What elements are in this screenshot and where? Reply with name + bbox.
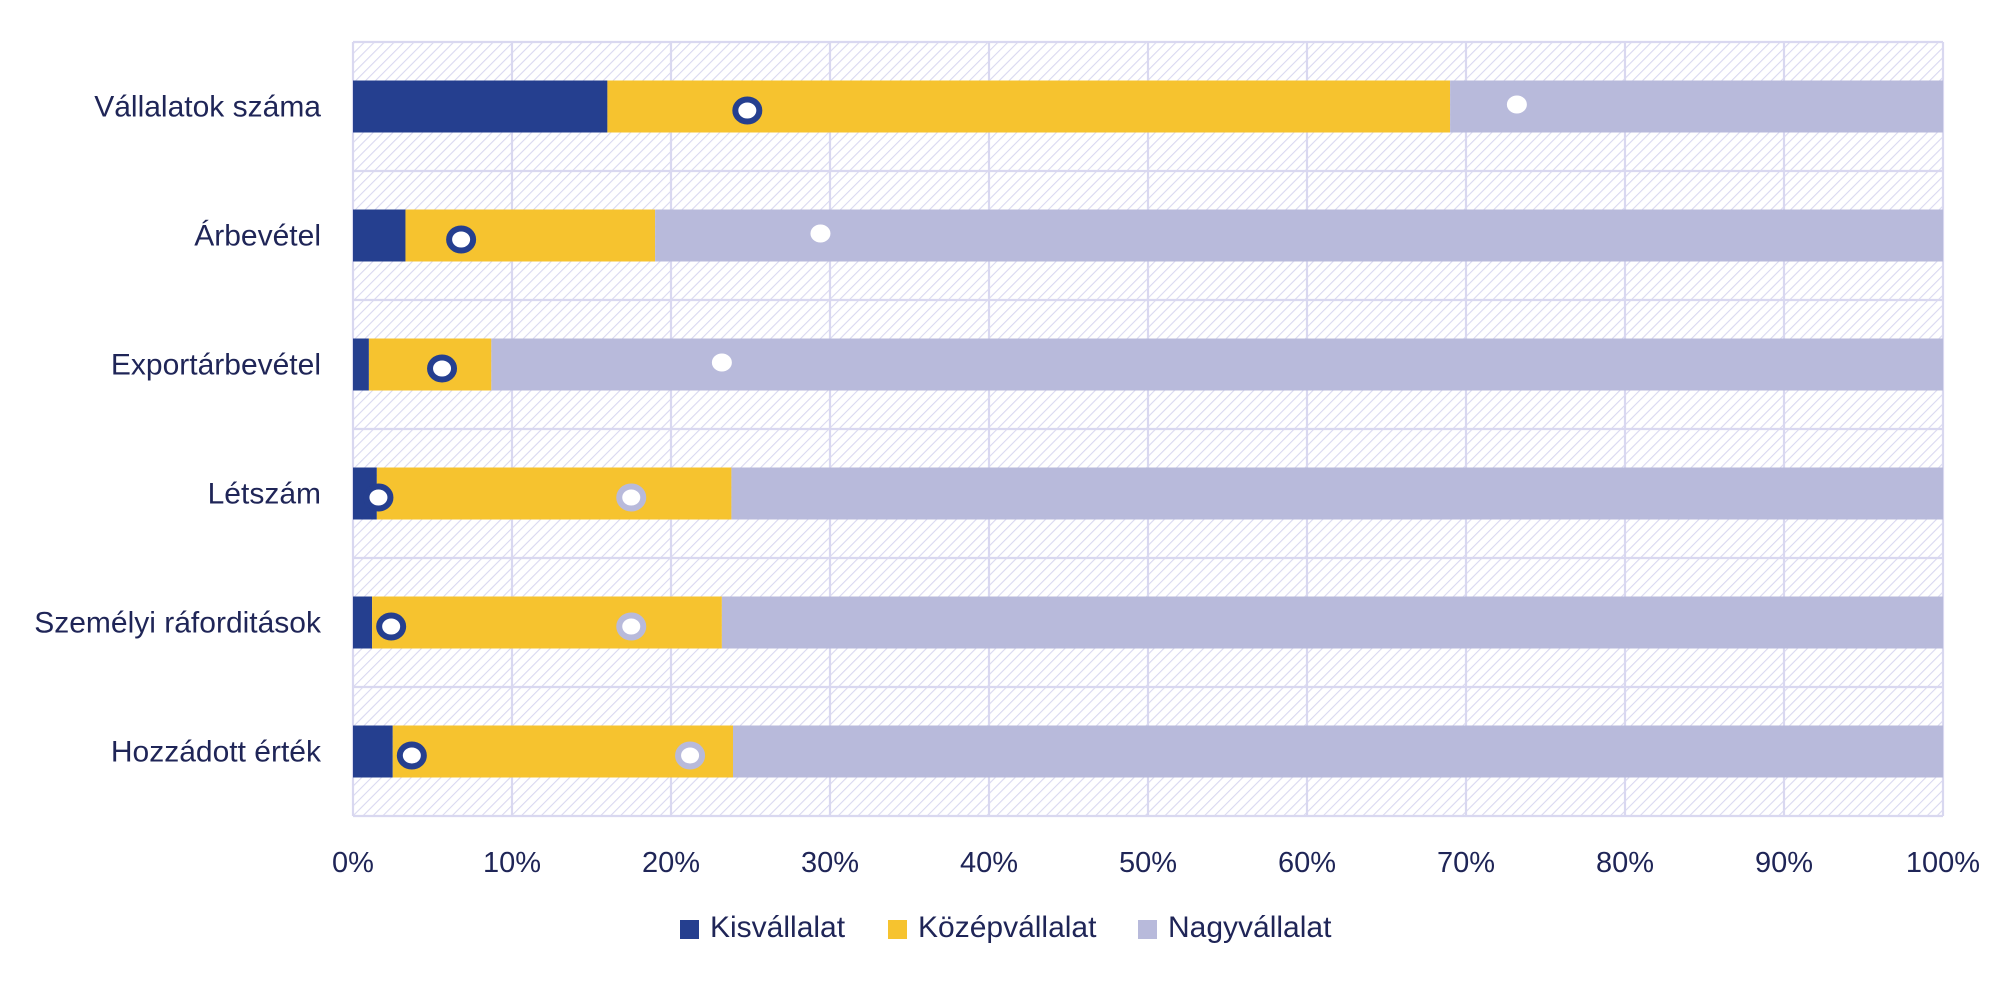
marker-kozepvallalat-letszam [616,483,647,512]
legend-label-nagyvallalat: Nagyvállalat [1168,911,1332,944]
bar-kisvallalat-szemelyi-raforditasok [353,596,373,649]
x-tick-label: 70% [1437,847,1495,879]
bar-kisvallalat-vallalatok-szama [353,80,608,133]
marker-kozepvallalat-hozzadott-ertek [675,741,706,770]
category-label-arbevetel: Árbevétel [194,220,321,253]
markers [363,95,1527,770]
bar-nagyvallalat-vallalatok-szama [1450,80,1943,133]
marker-nagyvallalat-vallalatok-szama [1506,95,1527,114]
x-tick-label: 80% [1596,847,1654,879]
bar-nagyvallalat-arbevetel [655,209,1943,262]
marker-kisvallalat-letszam [363,483,394,512]
marker-kozepvallalat-szemelyi-raforditasok [616,612,647,641]
x-tick-label: 90% [1755,847,1813,879]
bar-nagyvallalat-szemelyi-raforditasok [721,596,1943,649]
x-tick-label: 60% [1278,847,1336,879]
legend-swatch-kisvallalat [680,920,699,939]
marker-kisvallalat-vallalatok-szama [732,96,763,125]
x-tick-label: 0% [332,847,374,879]
category-label-hozzadott-ertek: Hozzádott érték [111,736,322,769]
legend: Kisvállalat Középvállalat Nagyvállalat [680,911,1332,944]
bar-kozepvallalat-szemelyi-raforditasok [372,596,722,649]
bar-nagyvallalat-exportarbevetel [491,338,1944,391]
marker-kisvallalat-arbevetel [446,225,477,254]
bar-kisvallalat-arbevetel [353,209,406,262]
bar-kisvallalat-hozzadott-ertek [353,725,393,778]
marker-kisvallalat-exportarbevetel [427,354,458,383]
x-tick-label: 40% [960,847,1018,879]
x-tick-label: 20% [642,847,700,879]
bar-kisvallalat-exportarbevetel [353,338,369,391]
bar-kozepvallalat-arbevetel [405,209,656,262]
marker-nagyvallalat-arbevetel [810,224,831,243]
bar-kozepvallalat-letszam [376,467,732,520]
marker-nagyvallalat-exportarbevetel [711,353,732,372]
category-label-szemelyi-raforditasok: Személyi ráforditások [34,607,322,640]
category-label-exportarbevetel: Exportárbevétel [111,349,321,382]
bar-nagyvallalat-letszam [731,467,1944,520]
legend-swatch-nagyvallalat [1138,920,1157,939]
category-labels: Vállalatok száma Árbevétel Exportárbevétel… [34,91,322,769]
category-label-vallalatok-szama: Vállalatok száma [94,91,321,124]
x-tick-label: 100% [1906,847,1980,879]
x-axis-tick-labels: 0% 10% 20% 30% 40% 50% 60% 70% 80% 90% 100% [332,847,1980,879]
x-tick-label: 30% [801,847,859,879]
bar-nagyvallalat-hozzadott-ertek [733,725,1943,778]
x-tick-label: 10% [483,847,541,879]
grid [351,40,1945,818]
legend-swatch-kozepvallalat [888,920,907,939]
legend-label-kisvallalat: Kisvállalat [710,911,846,944]
marker-kisvallalat-szemelyi-raforditasok [376,612,407,641]
legend-label-kozepvallalat: Középvállalat [918,911,1097,944]
marker-kisvallalat-hozzadott-ertek [396,741,427,770]
x-tick-label: 50% [1119,847,1177,879]
category-label-letszam: Létszám [208,478,321,511]
